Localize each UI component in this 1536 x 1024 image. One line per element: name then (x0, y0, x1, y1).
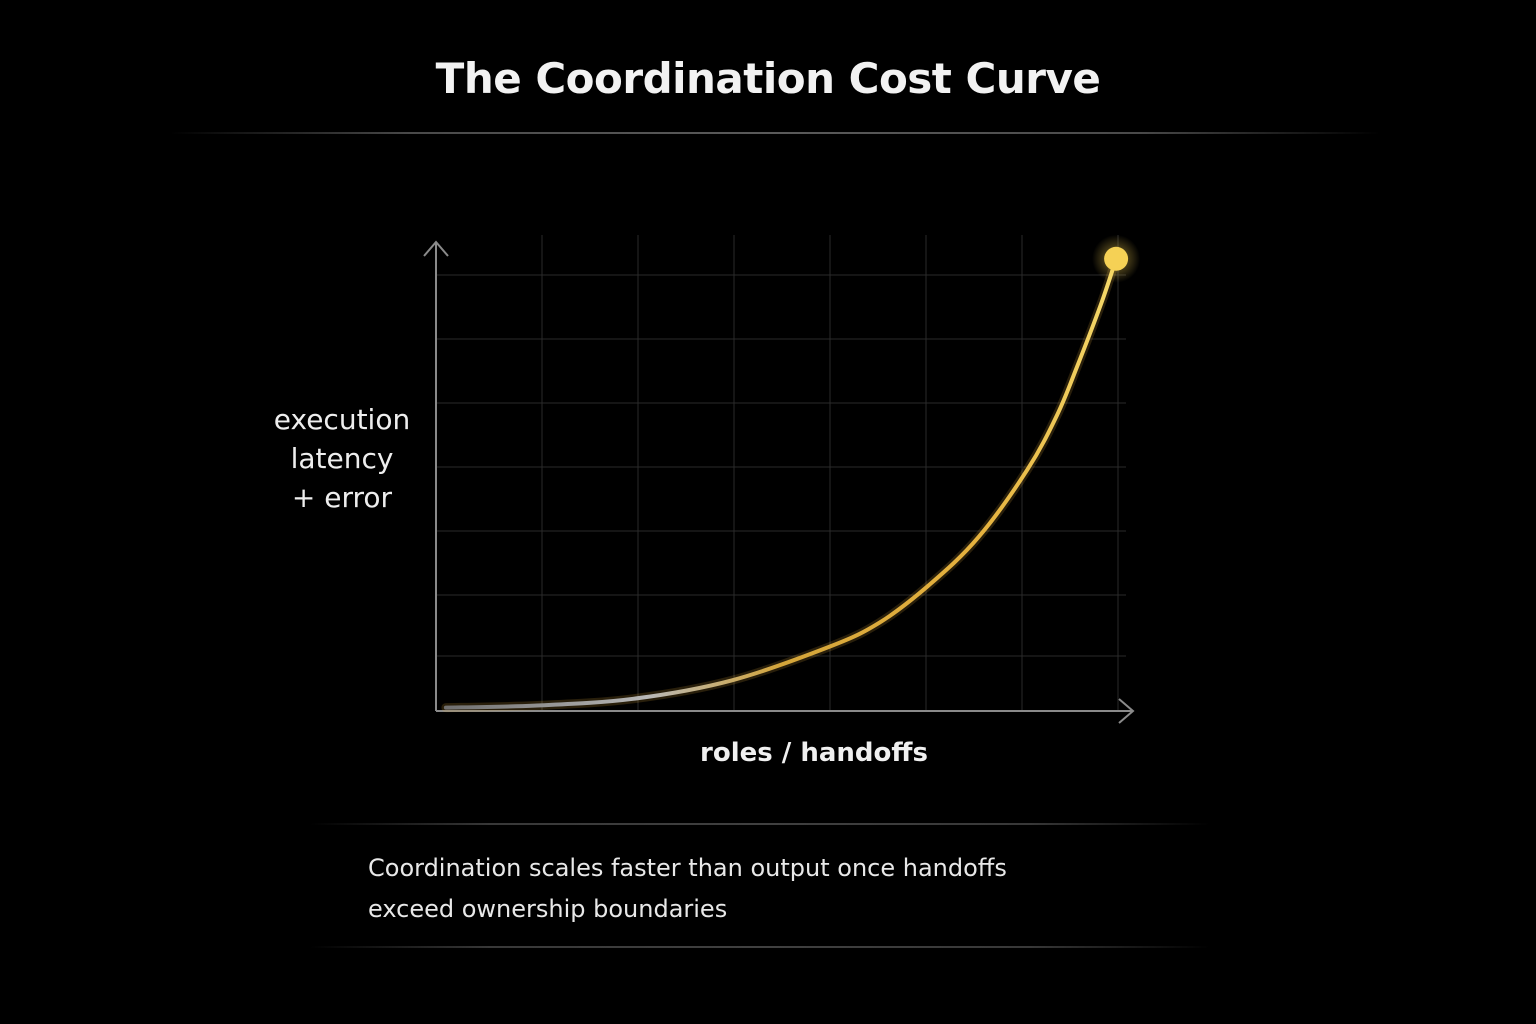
title-divider (170, 132, 1380, 134)
y-axis-arrow (423, 240, 449, 257)
y-axis-label-line-3: + error (291, 481, 393, 514)
chart-title: The Coordination Cost Curve (435, 54, 1101, 103)
y-axis-label: execution latency + error (262, 400, 422, 517)
axes (423, 240, 1135, 724)
endpoint-marker (1104, 246, 1129, 271)
y-axis-label-line-2: latency (290, 442, 394, 475)
series-line (443, 256, 1119, 710)
y-axis-label-line-1: execution (273, 403, 411, 436)
grid-lines (436, 235, 1126, 711)
x-axis-arrow (1118, 698, 1135, 724)
caption-line-2: exceed ownership boundaries (368, 895, 728, 923)
caption-top-divider (310, 823, 1210, 825)
chart-caption: Coordination scales faster than output o… (368, 848, 1148, 930)
curve-series (441, 234, 1141, 713)
x-axis-label: roles / handoffs (700, 738, 928, 768)
caption-line-1: Coordination scales faster than output o… (368, 854, 1007, 882)
series-line-glow (441, 254, 1121, 713)
caption-bottom-divider (310, 946, 1210, 948)
